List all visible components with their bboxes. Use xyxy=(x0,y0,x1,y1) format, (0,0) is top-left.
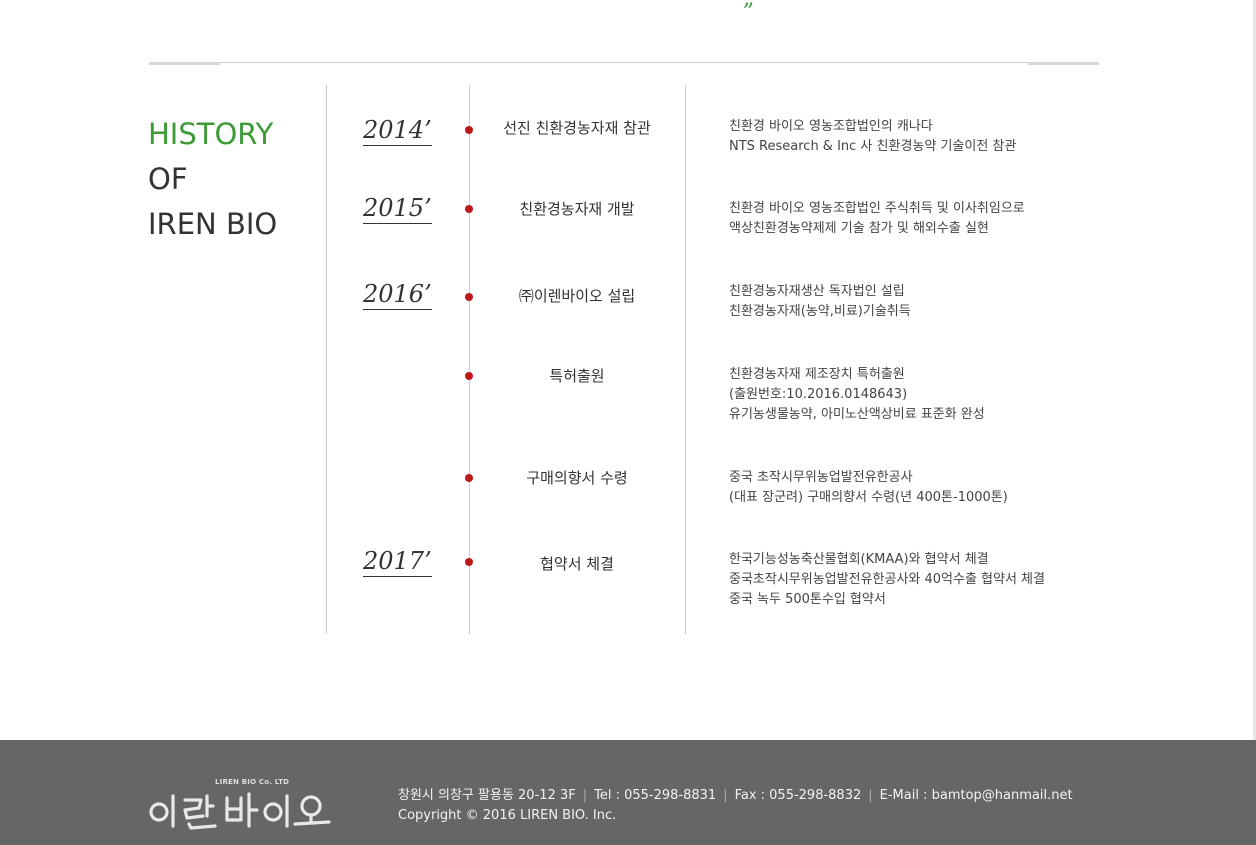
copyright: Copyright © 2016 LIREN BIO. Inc. xyxy=(398,808,617,823)
event-desc-line: 친환경농자재생산 독자법인 설립 xyxy=(729,284,905,299)
contact-info: 창원시 의창구 팔용동 20-12 3F | Tel : 055-298-8831 |… xyxy=(398,786,1073,806)
event-desc-line: 한국기능성농축산물협회(KMAA)와 협약서 체결 xyxy=(729,552,989,567)
logo-script-mark xyxy=(149,792,331,830)
timeline-dot xyxy=(465,372,473,380)
event-desc-line: (출원번호:10.2016.0148643) xyxy=(729,387,908,402)
event-title: ㈜이렌바이오 설립 xyxy=(518,287,636,305)
footer: LIREN BIO Co. LTD 창원시 xyxy=(0,740,1256,845)
event-desc-line: 액상친환경농약제제 기술 참가 및 해외수출 실현 xyxy=(729,221,989,236)
event-title: 구매의향서 수령 xyxy=(526,469,628,487)
event-desc-line: 친환경농자재 제조장치 특허출원 xyxy=(729,367,905,382)
timeline-line xyxy=(469,85,470,634)
address: 창원시 의창구 팔용동 20-12 3F xyxy=(398,788,576,803)
fax: Fax : 055-298-8832 xyxy=(734,788,862,803)
year-2015: 2015’ xyxy=(363,194,432,224)
timeline-dot xyxy=(465,558,473,566)
column-divider-right xyxy=(685,85,686,634)
event-desc-line: 유기농생물농약, 아미노산액상비료 표준화 완성 xyxy=(729,407,985,422)
timeline-dot xyxy=(465,293,473,301)
event-desc-line: 중국초작시무위농업발전유한공사와 40억수출 협약서 체결 xyxy=(729,572,1045,587)
email[interactable]: E-Mail : bamtop@hanmail.net xyxy=(879,788,1073,803)
year-2014: 2014’ xyxy=(363,116,432,146)
separator: | xyxy=(582,788,588,803)
event-description: 친환경 바이오 영농조합법인의 캐나다 NTS Research & Inc 사… xyxy=(729,117,1016,157)
history-heading-line3: IREN BIO xyxy=(148,207,278,241)
history-heading: HISTORY OF IREN BIO xyxy=(148,112,277,247)
timeline-dot xyxy=(465,205,473,213)
event-description: 친환경농자재 제조장치 특허출원 (출원번호:10.2016.0148643) … xyxy=(729,365,985,425)
logo-company-name: LIREN BIO Co. LTD xyxy=(215,778,290,786)
event-title: 협약서 체결 xyxy=(540,555,614,573)
telephone: Tel : 055-298-8831 xyxy=(594,788,717,803)
event-desc-line: NTS Research & Inc 사 친환경농약 기술이전 참관 xyxy=(729,139,1017,154)
company-logo[interactable]: LIREN BIO Co. LTD xyxy=(149,778,339,833)
event-desc-line: 중국 초작시무위농업발전유한공사 xyxy=(729,470,913,485)
event-description: 중국 초작시무위농업발전유한공사 (대표 장군려) 구매의향서 수령(년 400… xyxy=(729,468,1008,508)
event-title: 특허출원 xyxy=(549,367,605,385)
history-heading-line1: HISTORY xyxy=(148,117,274,151)
scrollbar-track[interactable] xyxy=(1253,0,1256,740)
event-description: 한국기능성농축산물협회(KMAA)와 협약서 체결 중국초작시무위농업발전유한공… xyxy=(729,550,1045,610)
year-2017: 2017’ xyxy=(363,547,432,577)
event-desc-line: (대표 장군려) 구매의향서 수령(년 400톤-1000톤) xyxy=(729,490,1008,505)
event-description: 친환경 바이오 영농조합법인 주식취득 및 이사취임으로 액상친환경농약제제 기… xyxy=(729,199,1025,239)
divider-cap-left xyxy=(149,62,220,65)
year-2016: 2016’ xyxy=(363,280,432,310)
history-heading-line2: OF xyxy=(148,162,188,196)
column-divider-left xyxy=(326,85,327,634)
divider-cap-right xyxy=(1028,62,1099,65)
event-title: 친환경농자재 개발 xyxy=(519,200,635,218)
separator: | xyxy=(868,788,873,803)
event-description: 친환경농자재생산 독자법인 설립 친환경농자재(농약,비료)기술취득 xyxy=(729,282,911,322)
separator: | xyxy=(723,788,728,803)
event-desc-line: 친환경 바이오 영농조합법인의 캐나다 xyxy=(729,119,933,134)
timeline-dot xyxy=(465,126,473,134)
event-desc-line: 친환경 바이오 영농조합법인 주식취득 및 이사취임으로 xyxy=(729,201,1025,216)
quote-mark: „ xyxy=(743,0,754,10)
event-desc-line: 중국 녹두 500톤수입 협약서 xyxy=(729,592,886,607)
top-divider xyxy=(149,62,1099,63)
event-title: 선진 친환경농자재 참관 xyxy=(503,119,651,137)
timeline-dot xyxy=(465,474,473,482)
event-desc-line: 친환경농자재(농약,비료)기술취득 xyxy=(729,304,911,319)
